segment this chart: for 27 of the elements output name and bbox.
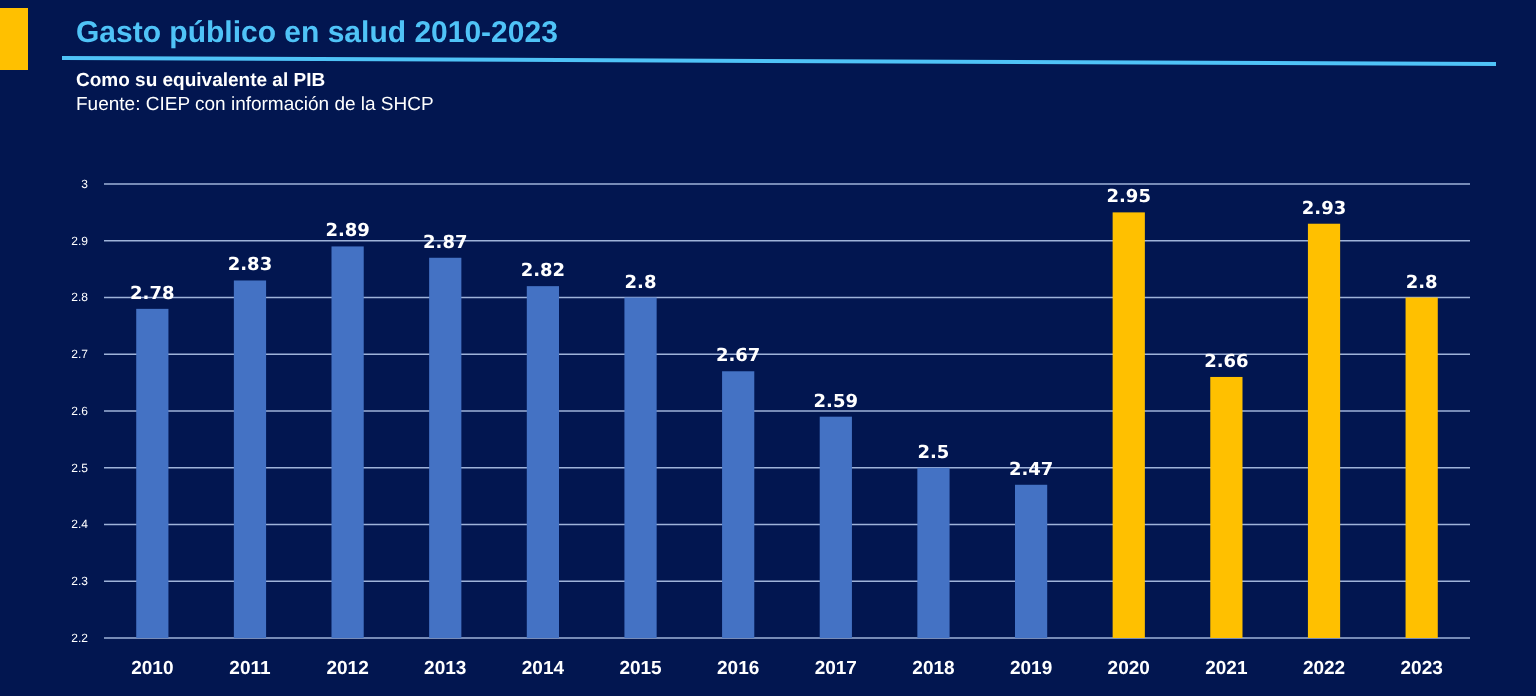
data-label: 2.66 (1204, 352, 1249, 373)
data-label: 2.95 (1106, 188, 1151, 209)
data-label: 2.8 (1405, 273, 1438, 294)
data-label: 2.89 (325, 222, 370, 243)
x-tick-label: 2018 (912, 658, 955, 680)
data-label: 2.59 (813, 392, 859, 413)
x-tick-label: 2016 (717, 658, 760, 680)
x-tick-label: 2017 (814, 658, 857, 680)
source-note: Fuente: CIEP con información de la SHCP (76, 94, 434, 116)
chart-title: Gasto público en salud 2010-2023 (76, 16, 558, 50)
x-tick-label: 2023 (1400, 658, 1443, 680)
data-label: 2.83 (227, 256, 273, 277)
x-tick-label: 2010 (131, 658, 174, 680)
x-tick-label: 2011 (229, 658, 272, 680)
data-label: 2.93 (1301, 199, 1347, 220)
x-tick-label: 2020 (1107, 658, 1150, 680)
x-tick-label: 2013 (424, 658, 467, 680)
x-tick-label: 2022 (1302, 658, 1346, 680)
chart-subtitle: Como su equivalente al PIB (76, 70, 326, 92)
data-label: 2.82 (520, 262, 566, 283)
data-label: 2.8 (624, 273, 657, 294)
x-tick-label: 2014 (521, 658, 566, 680)
x-tick-label: 2015 (619, 658, 664, 680)
x-tick-label: 2021 (1205, 658, 1249, 680)
x-tick-label: 2012 (326, 658, 369, 680)
x-tick-label: 2019 (1009, 658, 1053, 680)
data-label: 2.5 (917, 443, 950, 464)
